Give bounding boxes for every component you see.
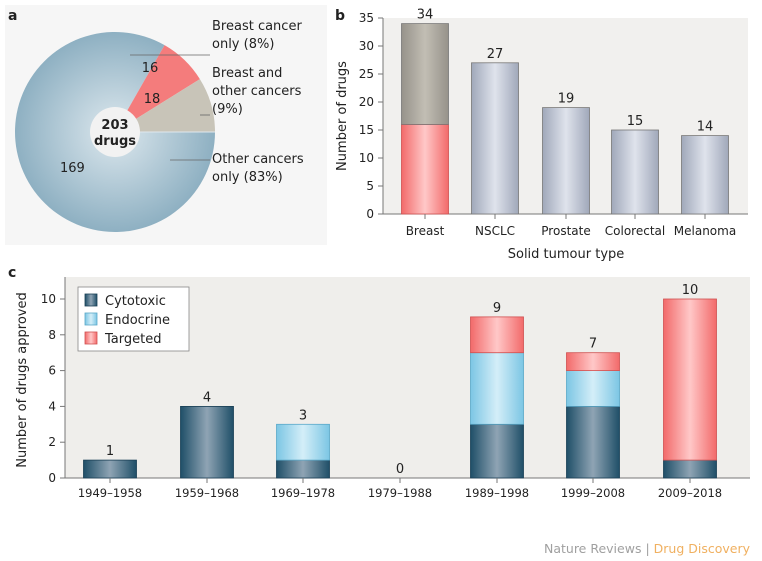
bar-total-label: 10	[682, 283, 699, 298]
bar-total-label: 4	[203, 390, 211, 405]
legend-swatch	[84, 331, 98, 345]
bar-segment-cytotoxic	[83, 459, 137, 479]
bar-breast-only	[401, 124, 449, 215]
x-tick-label: Colorectal	[605, 224, 665, 238]
y-tick-label: 15	[359, 123, 374, 137]
bar-segment-targeted	[566, 352, 620, 372]
footer-credit: Nature Reviews | Drug Discovery	[544, 541, 751, 556]
bar-total-label: 0	[396, 462, 404, 477]
footer-section: Drug Discovery	[654, 541, 751, 556]
bar-value-label: 19	[558, 92, 575, 107]
x-tick-label: Breast	[406, 224, 445, 238]
y-tick-label: 4	[48, 399, 56, 413]
bar-value-label: 14	[697, 120, 714, 135]
x-tick-label: 1979–1988	[368, 486, 432, 500]
bar-segment-cytotoxic	[180, 405, 234, 479]
x-tick-label: Prostate	[541, 224, 590, 238]
panel-label-c: c	[8, 265, 16, 281]
y-tick-label: 25	[359, 67, 374, 81]
pie-chart: 169 Other cancers only (83%) 16 Breast cance…	[14, 19, 304, 232]
y-tick-label: 20	[359, 95, 374, 109]
x-tick-label: Melanoma	[674, 224, 736, 238]
legend-swatch	[84, 293, 98, 307]
y-tick-label: 6	[48, 364, 56, 378]
bar-segment-endocrine	[276, 423, 330, 461]
pie-slice	[115, 79, 215, 132]
pie-center	[90, 107, 140, 157]
bar	[611, 129, 659, 215]
y-tick-label: 5	[366, 179, 374, 193]
panel-label-a: a	[8, 8, 17, 24]
legend-label: Cytotoxic	[105, 294, 166, 309]
bar-total-label: 7	[589, 337, 597, 352]
y-tick-label: 10	[41, 292, 56, 306]
bar-breast-and-other	[401, 23, 449, 125]
bar-value-label: 34	[417, 8, 434, 23]
footer-separator: |	[641, 541, 653, 556]
x-tick-label: NSCLC	[475, 224, 515, 238]
x-tick-label: 2009–2018	[658, 486, 722, 500]
bar	[681, 135, 729, 215]
x-tick-label: 1949–1958	[78, 486, 142, 500]
bar-segment-endocrine	[566, 370, 620, 407]
legend-swatch	[84, 312, 98, 326]
pie-slice-label: Breast cancer	[212, 19, 302, 34]
bar-value-label: 27	[487, 47, 504, 62]
pie-slice	[115, 45, 200, 132]
bar	[542, 107, 590, 215]
bar-segment-endocrine	[470, 352, 524, 425]
bar-segment-cytotoxic	[663, 459, 717, 479]
pie-slice-label: Other cancers	[212, 152, 304, 167]
bar-segment-targeted	[470, 316, 524, 354]
pie-slice-label: other cancers	[212, 84, 302, 99]
y-axis-label: Number of drugs	[335, 61, 350, 171]
bar	[471, 62, 519, 215]
pie-center-unit: drugs	[94, 134, 136, 149]
pie-slice-label: only (8%)	[212, 37, 274, 52]
y-tick-label: 0	[48, 471, 56, 485]
y-tick-label: 0	[366, 207, 374, 221]
bar-value-label: 15	[627, 114, 644, 129]
bar-chart-c: 0 2 4 6 8 10 1 1949–1958 4 1959–1968 3 1969–1978 0 19…	[15, 277, 750, 500]
bar-segment-cytotoxic	[566, 405, 620, 479]
y-tick-label: 30	[359, 39, 374, 53]
bar-segment-targeted	[663, 298, 717, 461]
panel-label-b: b	[335, 8, 345, 24]
x-tick-label: 1959–1968	[175, 486, 239, 500]
pie-slice-label: only (83%)	[212, 170, 283, 185]
y-tick-label: 2	[48, 435, 56, 449]
x-axis-label: Solid tumour type	[508, 247, 625, 262]
bar-chart-b: 0 5 10 15 20 25 30 35 34 Breast 27 NSCLC 19 Prostate 1…	[335, 8, 748, 262]
pie-center-count: 203	[101, 118, 128, 133]
pie-slice-label: (9%)	[212, 102, 243, 117]
pie-slice-value: 169	[60, 161, 85, 176]
y-tick-label: 35	[359, 11, 374, 25]
bar-segment-cytotoxic	[470, 423, 524, 479]
bar-total-label: 1	[106, 444, 114, 459]
pie-slice-value: 18	[144, 92, 161, 107]
bar-total-label: 9	[493, 301, 501, 316]
pie-slice-value: 16	[142, 61, 159, 76]
x-tick-label: 1969–1978	[271, 486, 335, 500]
legend-label: Endocrine	[105, 313, 170, 328]
y-tick-label: 8	[48, 328, 56, 342]
bar-total-label: 3	[299, 408, 307, 423]
legend: Cytotoxic Endocrine Targeted	[77, 286, 190, 352]
x-tick-label: 1999–2008	[561, 486, 625, 500]
legend-label: Targeted	[104, 332, 161, 347]
bar-segment-cytotoxic	[276, 459, 330, 479]
pie-slice-label: Breast and	[212, 66, 282, 81]
y-tick-label: 10	[359, 151, 374, 165]
footer-journal: Nature Reviews	[544, 541, 641, 556]
y-axis-label: Number of drugs approved	[15, 292, 30, 467]
x-tick-label: 1989–1998	[465, 486, 529, 500]
